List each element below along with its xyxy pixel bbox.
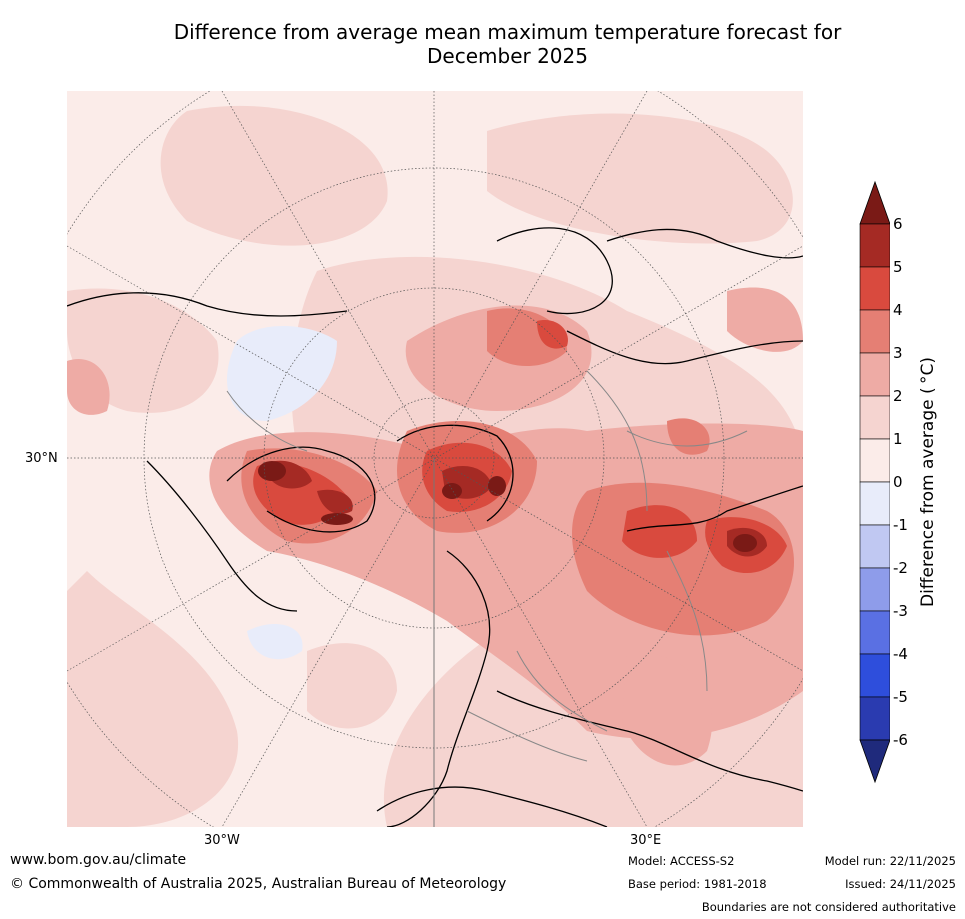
title-line-2: December 2025 <box>427 44 588 68</box>
footer-copyright: © Commonwealth of Australia 2025, Austra… <box>10 876 507 892</box>
colorbar-tick-label: 6 <box>893 215 903 233</box>
footer-base-period: Base period: 1981-2018 <box>628 877 767 891</box>
colorbar-segment <box>859 653 890 698</box>
footer-issued: Issued: 24/11/2025 <box>845 877 956 891</box>
country-borders <box>226 370 748 762</box>
colorbar-extend-bottom <box>859 739 890 784</box>
colorbar-segment <box>859 223 890 268</box>
colorbar-tick-label: 0 <box>893 473 903 491</box>
colorbar-tick-label: 4 <box>893 301 903 319</box>
footer-website[interactable]: www.bom.gov.au/climate <box>10 852 187 868</box>
lat-label-30n: 30°N <box>25 451 58 466</box>
map-svg <box>67 91 803 827</box>
lon-label-30e: 30°E <box>630 833 662 848</box>
colorbar-tick-label: 1 <box>893 430 903 448</box>
colorbar-segment <box>859 696 890 741</box>
colorbar-label: Difference from average ( °C) <box>918 356 938 608</box>
anomaly-band-neg-1-0 <box>227 326 337 660</box>
colorbar-tick-label: -4 <box>893 645 908 663</box>
colorbar-segment <box>859 309 890 354</box>
colorbar-tick-label: 3 <box>893 344 903 362</box>
footer-disclaimer: Boundaries are not considered authoritat… <box>701 900 956 914</box>
colorbar <box>850 180 965 790</box>
colorbar-segment <box>859 481 890 526</box>
colorbar-tick-label: 2 <box>893 387 903 405</box>
colorbar-segment <box>859 266 890 311</box>
colorbar-segment <box>859 352 890 397</box>
colorbar-extend-top <box>859 180 890 225</box>
colorbar-segment <box>859 395 890 440</box>
colorbar-tick-label: -3 <box>893 602 908 620</box>
colorbar-tick-label: -2 <box>893 559 908 577</box>
colorbar-segment <box>859 610 890 655</box>
colorbar-svg <box>859 180 890 784</box>
forecast-map[interactable] <box>67 91 803 827</box>
title-line-1: Difference from average mean maximum tem… <box>173 20 842 44</box>
colorbar-segment <box>859 524 890 569</box>
colorbar-segment <box>859 567 890 612</box>
colorbar-tick-label: 5 <box>893 258 903 276</box>
colorbar-segment <box>859 438 890 483</box>
colorbar-tick-label: -5 <box>893 688 908 706</box>
footer-model-run: Model run: 22/11/2025 <box>824 854 956 868</box>
lon-label-30w: 30°W <box>204 833 240 848</box>
colorbar-tick-label: -6 <box>893 731 908 749</box>
coastlines <box>67 227 803 827</box>
footer-model: Model: ACCESS-S2 <box>628 854 735 868</box>
colorbar-tick-label: -1 <box>893 516 908 534</box>
chart-title: Difference from average mean maximum tem… <box>0 20 965 68</box>
